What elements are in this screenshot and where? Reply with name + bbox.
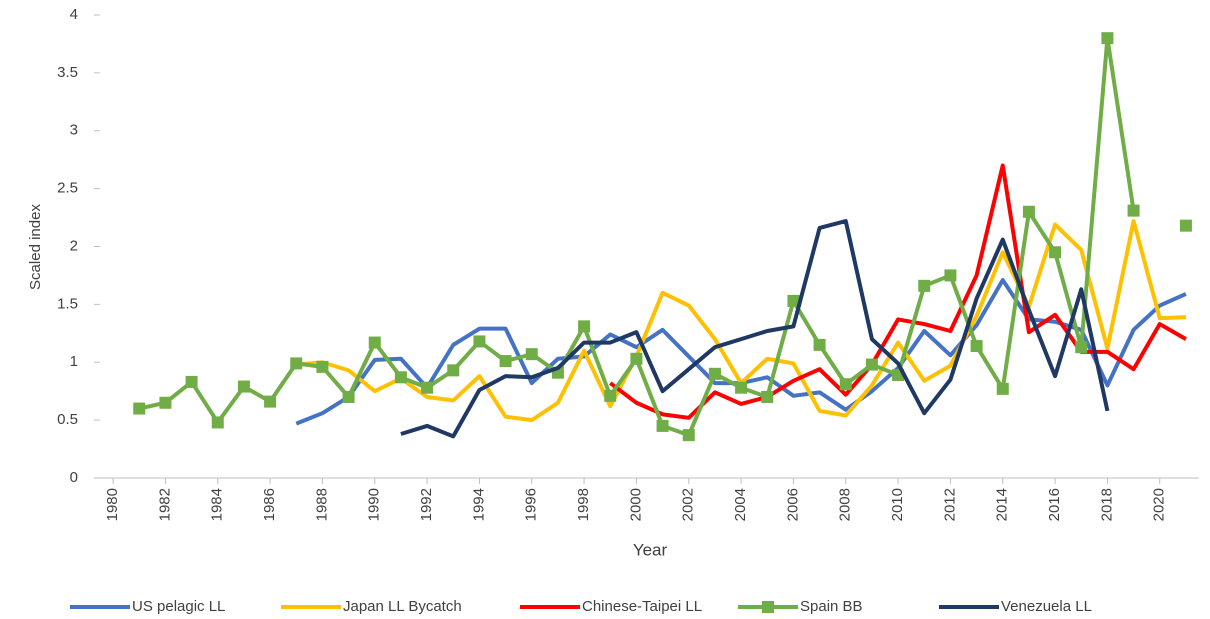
x-tick-label: 1984 (209, 488, 226, 521)
x-tick-label: 2002 (680, 488, 697, 521)
series-marker (1179, 219, 1192, 232)
series-marker (185, 375, 198, 388)
x-tick-label: 1996 (523, 488, 540, 521)
y-tick-label: 0.5 (57, 411, 78, 428)
series-marker (237, 380, 250, 393)
series-line (609, 163, 1187, 420)
x-tick-label: 1986 (261, 488, 278, 521)
series-marker (656, 419, 669, 432)
series-marker (1049, 246, 1062, 259)
y-tick-label: 3 (70, 122, 78, 139)
y-tick-label: 0 (70, 469, 78, 486)
y-tick-label: 1 (70, 353, 78, 370)
series-marker (761, 390, 774, 403)
legend-label: US pelagic LL (132, 598, 225, 615)
y-axis-label: Scaled index (27, 204, 44, 290)
x-tick-label: 2008 (837, 488, 854, 521)
series-marker (578, 320, 591, 333)
y-tick-label: 1.5 (57, 295, 78, 312)
series-marker (865, 358, 878, 371)
series-marker (787, 294, 800, 307)
series-marker (996, 382, 1009, 395)
series-marker (159, 396, 172, 409)
x-tick-label: 1992 (418, 488, 435, 521)
x-tick-label: 2012 (941, 488, 958, 521)
y-tick-label: 2.5 (57, 180, 78, 197)
x-tick-label: 2018 (1098, 488, 1115, 521)
series-line (139, 38, 1186, 435)
series-marker (525, 348, 538, 361)
series-marker (630, 352, 643, 365)
x-tick-label: 2014 (994, 488, 1011, 521)
x-tick-label: 1988 (313, 488, 330, 521)
series-marker (708, 367, 721, 380)
series-marker (682, 429, 695, 442)
series-marker (264, 395, 277, 408)
x-tick-label: 2010 (889, 488, 906, 521)
x-tick-label: 2000 (627, 488, 644, 521)
series-marker (1127, 204, 1140, 217)
x-tick-label: 1990 (366, 488, 383, 521)
x-tick-label: 1980 (104, 488, 121, 521)
legend-label: Venezuela LL (1001, 598, 1092, 615)
series-marker (839, 378, 852, 391)
y-tick-label: 4 (70, 6, 78, 23)
series-marker (944, 269, 957, 282)
x-axis-label: Year (633, 540, 668, 559)
series-marker (342, 390, 355, 403)
series-marker (1022, 205, 1035, 218)
legend-label: Spain BB (800, 598, 863, 615)
series-marker (735, 381, 748, 394)
series-marker (1101, 32, 1114, 45)
legend-label: Chinese-Taipei LL (582, 598, 702, 615)
series-marker (1075, 341, 1088, 354)
x-tick-label: 2004 (732, 488, 749, 521)
series-marker (499, 355, 512, 368)
series-marker (394, 371, 407, 384)
series-marker (970, 340, 983, 353)
y-tick-label: 3.5 (57, 64, 78, 81)
series-marker (133, 402, 146, 415)
series-marker (813, 338, 826, 351)
series-marker (316, 360, 329, 373)
y-tick-label: 2 (70, 237, 78, 254)
legend-marker (762, 601, 774, 613)
series-marker (604, 389, 617, 402)
series-line (400, 219, 1110, 439)
series-marker (918, 279, 931, 292)
x-tick-label: 2006 (784, 488, 801, 521)
x-tick-label: 1998 (575, 488, 592, 521)
series-marker (421, 381, 434, 394)
x-tick-label: 1982 (156, 488, 173, 521)
series-marker (211, 416, 224, 429)
x-tick-label: 2020 (1151, 488, 1168, 521)
series-marker (290, 357, 303, 370)
series-marker (368, 336, 381, 349)
series-marker (447, 364, 460, 377)
legend-label: Japan LL Bycatch (343, 598, 462, 615)
series-marker (473, 335, 486, 348)
x-tick-label: 1994 (470, 488, 487, 521)
x-tick-label: 2016 (1046, 488, 1063, 521)
